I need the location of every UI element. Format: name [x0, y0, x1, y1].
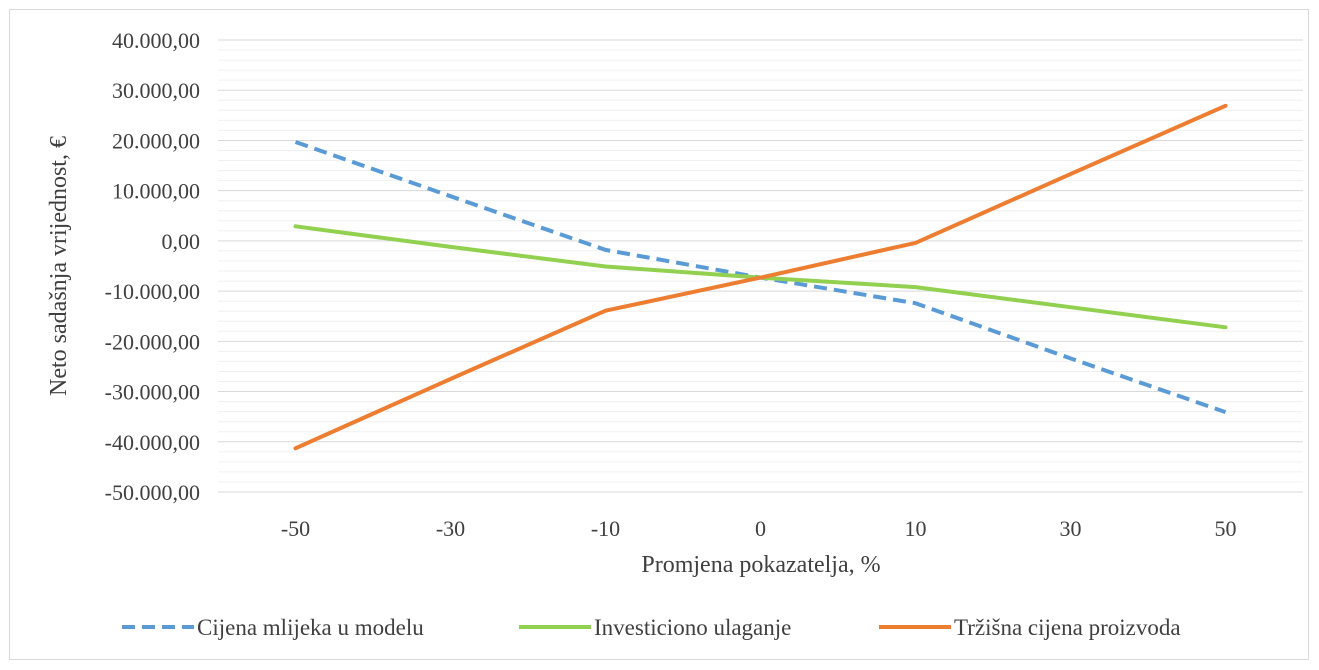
series-lines: [293, 103, 1228, 451]
major-gridlines: [218, 39, 1303, 493]
x-tick-label: -50: [281, 516, 310, 541]
x-tick-label: 50: [1215, 516, 1237, 541]
legend-label-3: Tržišna cijena proizvoda: [954, 615, 1181, 640]
x-tick-label: -30: [436, 516, 465, 541]
chart-frame: [9, 9, 1309, 660]
x-tick-label: 0: [755, 516, 766, 541]
y-tick-label: -10.000,00: [105, 279, 200, 304]
y-tick-label: 20.000,00: [112, 128, 200, 153]
y-tick-label: -40.000,00: [105, 430, 200, 455]
x-tick-label: 30: [1060, 516, 1082, 541]
y-tick-label: 0,00: [162, 229, 201, 254]
series-line-3: [293, 103, 1228, 451]
legend-label-1: Cijena mlijeka u modelu: [197, 615, 424, 640]
y-tick-label: -50.000,00: [105, 480, 200, 505]
legend-label-2: Investiciono ulaganje: [594, 615, 791, 640]
minor-gridlines: [218, 49, 1303, 483]
y-tick-label: 40.000,00: [112, 28, 200, 53]
x-tick-label: -10: [591, 516, 620, 541]
y-tick-label: -30.000,00: [105, 380, 200, 405]
x-axis-tick-labels: -50 -30 -10 0 10 30 50: [281, 516, 1237, 541]
legend: Cijena mlijeka u modelu Investiciono ulag…: [122, 615, 1181, 640]
y-tick-label: 10.000,00: [112, 179, 200, 204]
x-axis-title: Promjena pokazatelja, %: [641, 552, 880, 578]
y-tick-label: -20.000,00: [105, 329, 200, 354]
y-tick-label: 30.000,00: [112, 78, 200, 103]
x-tick-label: 10: [905, 516, 927, 541]
y-axis-tick-labels: 40.000,00 30.000,00 20.000,00 10.000,00 0,00…: [105, 28, 200, 505]
y-axis-title: Neto sadašnja vrijednost, €: [46, 136, 72, 396]
